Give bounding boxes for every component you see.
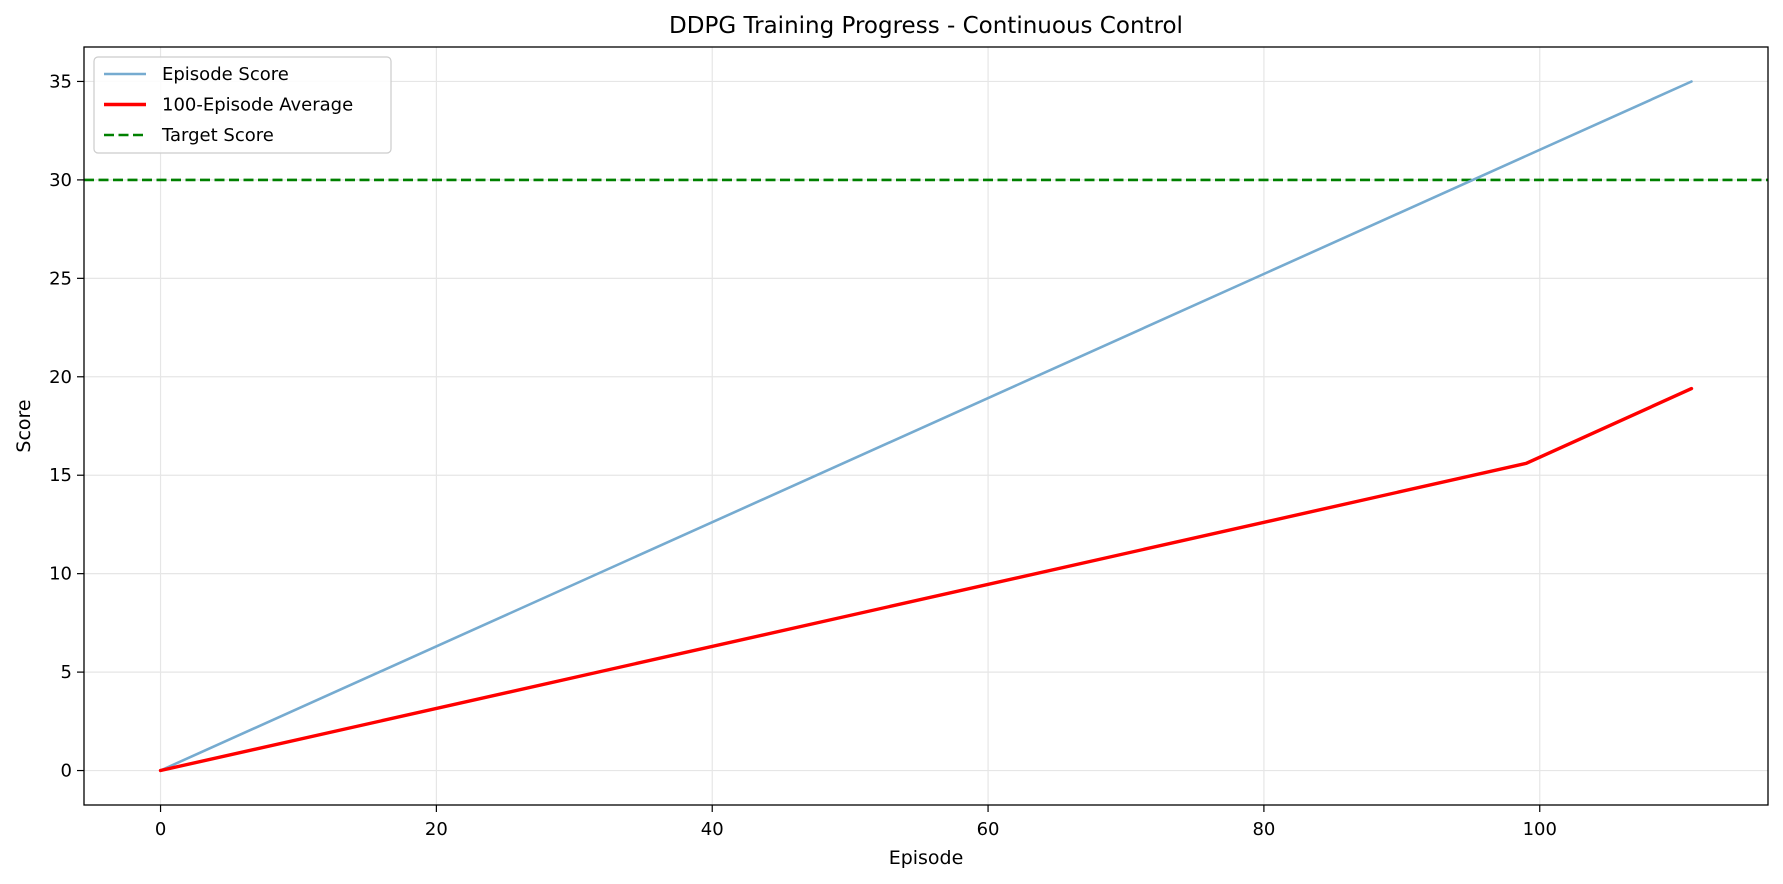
y-tick-label: 15 (49, 465, 72, 486)
chart-title: DDPG Training Progress - Continuous Cont… (669, 13, 1183, 39)
legend-label: 100-Episode Average (162, 95, 353, 116)
y-tick-label: 10 (49, 564, 72, 585)
x-tick-label: 0 (155, 819, 166, 840)
y-tick-label: 0 (61, 761, 72, 782)
plot-lines (84, 80, 1768, 773)
grid (84, 47, 1768, 805)
y-tick-label: 35 (49, 71, 72, 92)
y-axis-label: Score (13, 399, 35, 452)
legend-label: Target Score (161, 125, 274, 146)
y-tick-label: 5 (61, 662, 72, 683)
series-line-average (158, 386, 1694, 773)
x-tick-label: 100 (1523, 819, 1557, 840)
legend-label: Episode Score (162, 64, 289, 85)
axis-ticks: 0 20 40 60 80 100 0 5 10 15 20 25 30 35 (49, 71, 1557, 840)
x-tick-label: 20 (425, 819, 448, 840)
legend-box (93, 56, 392, 154)
y-tick-label: 20 (49, 367, 72, 388)
y-tick-label: 25 (49, 268, 72, 289)
x-axis-label: Episode (889, 847, 964, 869)
legend: Episode Score 100-Episode Average Target S… (93, 56, 392, 154)
x-tick-label: 80 (1252, 819, 1275, 840)
y-tick-label: 30 (49, 170, 72, 191)
series-line-episode-score (159, 80, 1693, 772)
plot-frame (83, 46, 1769, 806)
x-tick-label: 60 (977, 819, 1000, 840)
x-tick-label: 40 (701, 819, 724, 840)
